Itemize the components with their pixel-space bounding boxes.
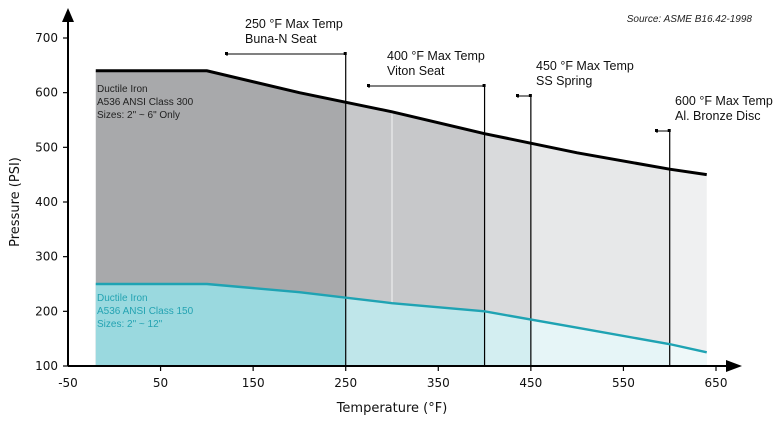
y-tick-label-700: 700 xyxy=(35,31,58,45)
x-tick-label--50: -50 xyxy=(58,376,78,390)
annotation-leader-250 xyxy=(226,53,346,56)
grey-region-4 xyxy=(669,169,707,366)
class-300-label-1: A536 ANSI Class 300 xyxy=(97,97,194,108)
annotation-text-450-1: SS Spring xyxy=(536,74,592,88)
class-150-label-1: A536 ANSI Class 150 xyxy=(97,306,194,317)
axes: 100 200 300 400 500 600 700 -50 50 150 250 350 450 55… xyxy=(8,8,742,416)
y-axis-arrow xyxy=(62,8,74,22)
x-tick-label-550: 550 xyxy=(612,376,635,390)
annotation-text-400-0: 400 °F Max Temp xyxy=(387,49,485,63)
teal-region-4 xyxy=(669,344,707,366)
annotation-marker-end-250 xyxy=(343,52,347,55)
x-tick-label-350: 350 xyxy=(427,376,450,390)
class-150-label-2: Sizes: 2" ~ 12" xyxy=(97,319,163,330)
teal-region-0 xyxy=(95,284,346,366)
y-tick-label-100: 100 xyxy=(35,359,58,373)
class-150-area xyxy=(95,284,707,366)
x-axis-title: Temperature (°F) xyxy=(336,401,448,416)
grey-region-3 xyxy=(530,143,670,366)
class-300-label-2: Sizes: 2" ~ 6" Only xyxy=(97,110,180,121)
teal-region-1 xyxy=(345,297,485,366)
annotation-text-400-1: Viton Seat xyxy=(387,64,445,78)
x-tick-label-450: 450 xyxy=(519,376,542,390)
annotation-marker-end-600 xyxy=(667,129,671,132)
teal-region-3 xyxy=(530,319,670,366)
source-note: Source: ASME B16.42-1998 xyxy=(627,14,753,25)
y-tick-label-500: 500 xyxy=(35,140,58,154)
annotation-marker-end-450 xyxy=(528,94,532,97)
annotation-text-450-0: 450 °F Max Temp xyxy=(536,59,634,73)
annotation-marker-600 xyxy=(655,129,658,132)
y-tick-label-300: 300 xyxy=(35,250,58,264)
x-tick-label-50: 50 xyxy=(153,376,168,390)
y-tick-label-400: 400 xyxy=(35,195,58,209)
x-tick-label-650: 650 xyxy=(705,376,728,390)
annotation-text-250-1: Buna-N Seat xyxy=(245,32,317,46)
y-tick-label-200: 200 xyxy=(35,304,58,318)
x-tick-label-250: 250 xyxy=(334,376,357,390)
annotation-text-600-1: Al. Bronze Disc xyxy=(675,109,760,123)
teal-region-2 xyxy=(484,311,531,366)
rating-curves xyxy=(95,69,708,354)
x-tick-label-150: 150 xyxy=(242,376,265,390)
class-300-line xyxy=(95,69,707,177)
class-300-label-0: Ductile Iron xyxy=(97,84,148,95)
class-150-line xyxy=(95,282,708,354)
annotation-text-600-0: 600 °F Max Temp xyxy=(675,94,773,108)
annotation-leader-400 xyxy=(368,85,485,88)
annotation-marker-450 xyxy=(516,94,519,97)
class-150-label-0: Ductile Iron xyxy=(97,293,148,304)
grey-region-2 xyxy=(484,133,531,366)
annotation-marker-400 xyxy=(367,84,370,87)
annotation-text-250-0: 250 °F Max Temp xyxy=(245,17,343,31)
grey-region-1 xyxy=(345,102,485,366)
annotation-marker-end-400 xyxy=(482,84,486,87)
y-axis-title: Pressure (PSI) xyxy=(8,157,23,247)
x-axis-arrow xyxy=(726,360,742,372)
annotation-marker-250 xyxy=(225,52,228,55)
y-tick-label-600: 600 xyxy=(35,86,58,100)
